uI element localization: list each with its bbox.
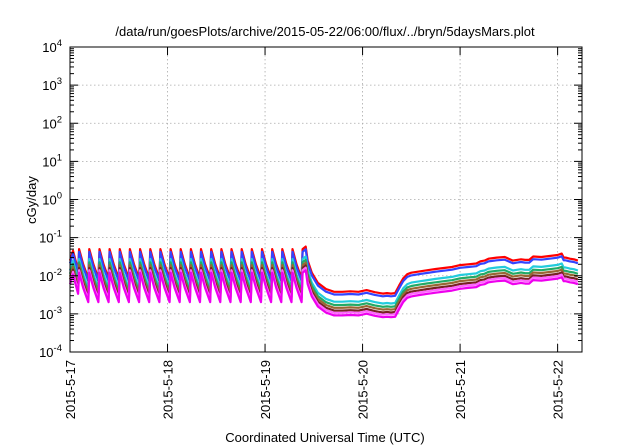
- x-tick-label: 2015-5-18: [161, 360, 176, 419]
- y-axis-label: cGy/day: [24, 176, 39, 224]
- ticks: [69, 46, 582, 353]
- x-tick-label: 2015-5-17: [63, 360, 78, 419]
- chart-title: /data/run/goesPlots/archive/2015-05-22/0…: [115, 24, 535, 39]
- x-tick-label: 2015-5-20: [356, 360, 371, 419]
- y-tick-label: 10-2: [39, 267, 62, 284]
- x-tick-label: 2015-5-22: [551, 360, 566, 419]
- y-tick-label: 103: [42, 76, 62, 93]
- y-tick-label: 10-1: [39, 229, 62, 246]
- y-tick-labels: 10-4 10-3 10-2 10-1 100 101 102 103 104: [39, 38, 62, 360]
- y-tick-label: 100: [42, 191, 62, 208]
- series-group: [68, 245, 579, 319]
- series-line: [68, 255, 579, 305]
- x-tick-labels: 2015-5-17 2015-5-18 2015-5-19 2015-5-20 2015…: [63, 360, 566, 419]
- x-axis-label: Coordinated Universal Time (UTC): [225, 430, 424, 445]
- x-tick-label: 2015-5-21: [453, 360, 468, 419]
- y-tick-label: 101: [42, 152, 62, 169]
- y-tick-label: 102: [42, 114, 62, 131]
- x-tick-label: 2015-5-19: [258, 360, 273, 419]
- y-tick-label: 104: [42, 38, 62, 55]
- y-tick-label: 10-3: [39, 305, 62, 322]
- series-line: [68, 248, 579, 298]
- series-line: [68, 269, 579, 319]
- grid: [69, 47, 582, 352]
- y-tick-label: 10-4: [39, 343, 62, 360]
